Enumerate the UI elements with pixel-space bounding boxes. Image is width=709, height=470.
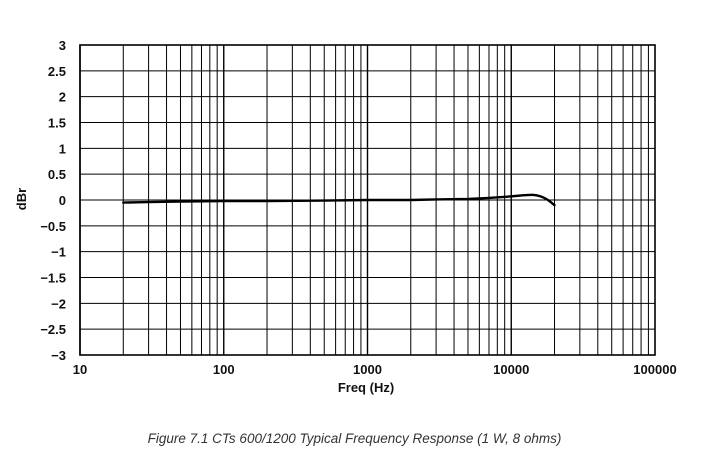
figure-caption: Figure 7.1 CTs 600/1200 Typical Frequenc… — [147, 431, 562, 446]
y-tick-label: 0.5 — [48, 167, 66, 182]
y-tick-label: 2.5 — [48, 64, 66, 79]
y-tick-label: −1 — [51, 245, 66, 260]
plot-frame — [79, 44, 656, 356]
y-tick-label: 1.5 — [48, 116, 66, 131]
x-tick-label: 10 — [73, 362, 87, 377]
series-line — [122, 193, 556, 207]
x-tick-label: 1000 — [353, 362, 382, 377]
y-tick-label: −1.5 — [40, 271, 66, 286]
x-tick-label: 10000 — [493, 362, 529, 377]
y-axis-label: dBr — [14, 188, 29, 210]
y-tick-label: −3 — [51, 348, 66, 363]
series-group — [122, 193, 556, 207]
y-tick-label: 0 — [59, 193, 66, 208]
y-tick-label: 2 — [59, 90, 66, 105]
y-tick-label: −2 — [51, 296, 66, 311]
frequency-response-chart: 3 2.5 2 1.5 1 0.5 0 −0.5 −1 −1.5 −2 −2.5 −3 10 100 100… — [14, 38, 677, 395]
y-tick-label: −0.5 — [40, 219, 66, 234]
x-tick-label: 100 — [213, 362, 235, 377]
x-tick-label: 100000 — [633, 362, 676, 377]
y-tick-labels: 3 2.5 2 1.5 1 0.5 0 −0.5 −1 −1.5 −2 −2.5 −3 — [40, 38, 66, 363]
y-tick-label: 3 — [59, 38, 66, 53]
x-axis-label: Freq (Hz) — [338, 380, 394, 395]
y-tick-label: 1 — [59, 141, 66, 156]
y-tick-label: −2.5 — [40, 322, 66, 337]
x-tick-labels: 10 100 1000 10000 100000 — [73, 362, 677, 377]
